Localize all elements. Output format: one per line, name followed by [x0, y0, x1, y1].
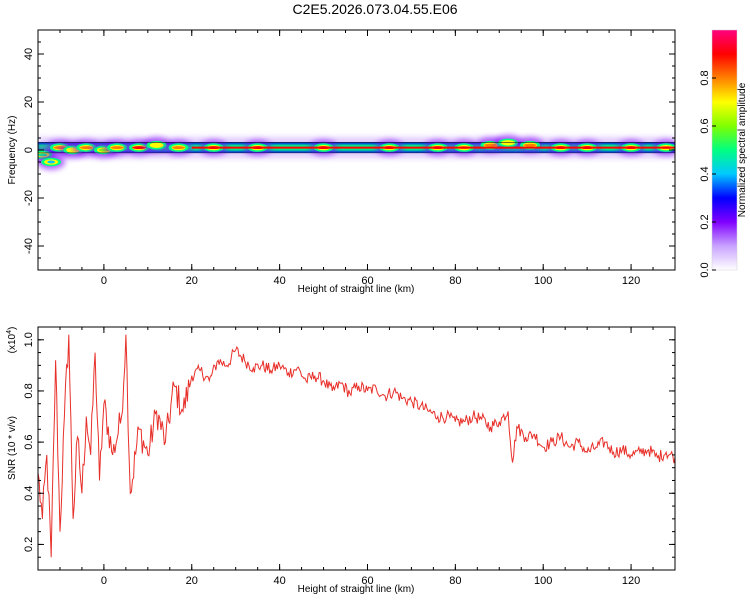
colorbar-tick-label: 0.6 — [699, 118, 711, 133]
spectrogram-x-tick-label: 0 — [101, 275, 107, 287]
snr-y-tick-label: 0.8 — [23, 383, 35, 398]
spectrogram-x-tick-label: 20 — [186, 275, 198, 287]
colorbar-tick-label: 0.2 — [699, 214, 711, 229]
spectrogram-blob-peak — [79, 146, 93, 150]
snr-x-ticks: 0 20 40 60 80 100 120 — [59, 327, 676, 587]
spectrogram-blob-peak — [150, 143, 163, 147]
spectrogram-y-ticks: -40 -20 0 20 40 — [23, 29, 675, 271]
snr-x-tick-label: 0 — [101, 575, 107, 587]
snr-multiplier-close: ) — [7, 327, 18, 330]
spectrogram-x-ticks: 0 20 40 60 80 100 120 — [59, 30, 676, 287]
colorbar-ticks: 0.0 0.2 0.4 0.6 0.8 — [699, 70, 716, 278]
spectrogram-y-tick-label: -40 — [23, 238, 35, 254]
spectrogram-blob-peak — [502, 141, 515, 145]
colorbar-tick-label: 0.8 — [699, 70, 711, 85]
snr-y-ticks: 0.2 0.4 0.6 0.8 1.0 — [23, 332, 675, 558]
spectrogram-blob-peak — [47, 160, 56, 164]
snr-multiplier-label: (x104) — [6, 327, 18, 354]
snr-y-axis-title: SNR (10 * v/v) — [7, 416, 18, 480]
snr-x-tick-label: 60 — [361, 575, 373, 587]
colorbar-tick-label: 0.4 — [699, 166, 711, 181]
colorbar-frame — [711, 29, 738, 271]
colorbar: 0.0 0.2 0.4 0.6 0.8 Normalized spectral ampl… — [699, 29, 748, 278]
spectrogram-heatmap — [38, 135, 675, 170]
snr-x-tick-label: 20 — [186, 575, 198, 587]
snr-multiplier-base: (x10 — [7, 333, 18, 353]
colorbar-gradient — [712, 30, 737, 270]
snr-multiplier-exponent: 4 — [6, 330, 13, 334]
spectrogram-y-tick-label: 0 — [23, 147, 35, 153]
snr-x-tick-label: 120 — [622, 575, 640, 587]
snr-series-line — [38, 334, 675, 558]
spectrogram-x-tick-label: 120 — [622, 275, 640, 287]
spectrogram-x-tick-label: 40 — [273, 275, 285, 287]
spectrogram-blob-peak — [110, 146, 124, 150]
spectrogram-blob-peak — [172, 146, 186, 150]
colorbar-tick-label: 0.0 — [699, 262, 711, 277]
figure-title: C2E5.2026.073.04.55.E06 — [292, 1, 458, 17]
spectrogram-y-tick-label: 40 — [23, 48, 35, 60]
spectrogram-x-tick-label: 80 — [449, 275, 461, 287]
spectrogram-x-axis-title: Height of straight line (km) — [298, 284, 415, 295]
snr-x-tick-label: 80 — [449, 575, 461, 587]
spectrogram-blob-peak — [132, 146, 147, 150]
spectrogram-x-tick-label: 100 — [534, 275, 552, 287]
snr-frame — [37, 326, 676, 571]
spectrogram-y-axis-title: Frequency (Hz) — [7, 116, 18, 185]
spectrogram-x-tick-label: 60 — [361, 275, 373, 287]
colorbar-label: Normalized spectral amplitude — [737, 82, 748, 217]
svg-text:(x104): (x104) — [6, 327, 18, 354]
spectrogram-y-tick-label: -20 — [23, 190, 35, 206]
snr-x-axis-title: Height of straight line (km) — [298, 584, 415, 595]
snr-plot-area — [38, 327, 675, 570]
spectrogram-blob-peak — [483, 143, 497, 147]
snr-y-tick-label: 0.4 — [23, 486, 35, 501]
spectrogram-blob-peak — [523, 143, 537, 147]
snr-y-tick-label: 1.0 — [23, 332, 35, 347]
snr-y-tick-label: 0.6 — [23, 434, 35, 449]
snr-y-tick-label: 0.2 — [23, 537, 35, 552]
spectrogram-y-tick-label: 20 — [23, 96, 35, 108]
snr-x-tick-label: 40 — [273, 575, 285, 587]
snr-panel: 0 20 40 60 80 100 120 0.2 0.4 0.6 0.8 1.0 Height o… — [6, 326, 676, 595]
snr-x-tick-label: 100 — [534, 575, 552, 587]
spectrogram-panel: 0 20 40 60 80 100 120 -40 -20 0 20 40 Height of st… — [7, 29, 676, 295]
